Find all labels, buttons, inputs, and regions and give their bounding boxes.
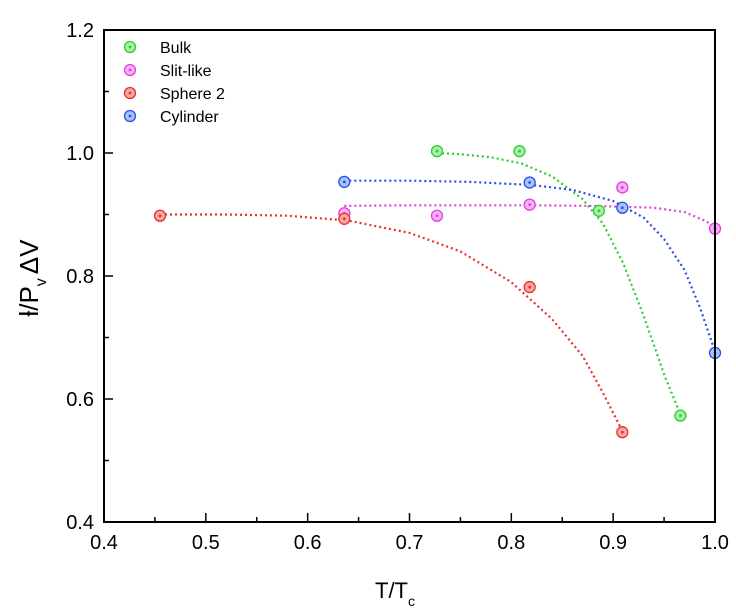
- y-axis-title-sub: v: [33, 278, 50, 286]
- data-point-center: [435, 214, 439, 218]
- legend-marker-center: [128, 45, 132, 49]
- y-tick-label: 0.4: [66, 512, 94, 534]
- data-point-center: [597, 209, 601, 213]
- x-tick-label: 0.7: [396, 532, 424, 554]
- data-point-center: [678, 414, 682, 418]
- y-tick-label: 0.8: [66, 266, 94, 288]
- x-axis-title: T/Tc: [375, 578, 415, 609]
- y-axis-ticks: 0.4 0.6 0.8 1.0 1.2: [66, 20, 113, 534]
- data-point-center: [342, 217, 346, 221]
- y-axis-title-end: ΔV: [14, 239, 44, 274]
- legend: Bulk Slit-like Sphere 2 Cylinder: [123, 40, 225, 126]
- plot-frame: [103, 29, 716, 523]
- x-axis-ticks: 0.4 0.5 0.6 0.7 0.8 0.9 1.0: [90, 513, 729, 554]
- fit-curves: [160, 151, 717, 432]
- x-tick-label: 0.6: [294, 532, 322, 554]
- x-axis-title-sub: c: [408, 593, 415, 609]
- legend-label: Sphere 2: [160, 86, 225, 103]
- legend-label: Slit-like: [160, 63, 212, 80]
- data-point-center: [435, 149, 439, 153]
- y-axis-title-main: ƚ/P: [14, 286, 44, 316]
- data-point-center: [528, 285, 532, 289]
- x-tick-label: 1.0: [701, 532, 729, 554]
- legend-label: Bulk: [160, 40, 192, 57]
- data-point-center: [620, 186, 624, 189]
- data-point-center: [518, 149, 521, 153]
- x-tick-label: 0.9: [599, 532, 627, 554]
- y-axis-title: ƚ/Pv ΔV: [14, 239, 50, 317]
- y-tick-label: 1.0: [66, 143, 94, 165]
- data-point-center: [528, 203, 532, 207]
- x-tick-label: 0.4: [90, 532, 118, 554]
- data-point-center: [158, 214, 162, 218]
- y-tick-label: 1.2: [66, 20, 94, 42]
- data-point-center: [620, 206, 624, 210]
- x-tick-label: 0.8: [497, 532, 525, 554]
- legend-marker-center: [128, 91, 132, 95]
- y-tick-label: 0.6: [66, 389, 94, 411]
- data-point-center: [342, 180, 346, 184]
- data-point-center: [620, 430, 624, 434]
- fit-curve-1: [344, 204, 716, 228]
- legend-label: Cylinder: [160, 109, 219, 126]
- x-tick-label: 0.5: [192, 532, 220, 554]
- x-axis-title-main: T/T: [375, 578, 408, 603]
- data-point-center: [528, 181, 532, 184]
- legend-marker-center: [128, 68, 132, 72]
- fit-curve-2: [160, 213, 624, 432]
- fit-curve-3: [344, 179, 717, 352]
- legend-marker-center: [128, 114, 132, 118]
- data-points: [153, 145, 722, 439]
- fit-curve-0: [436, 151, 682, 415]
